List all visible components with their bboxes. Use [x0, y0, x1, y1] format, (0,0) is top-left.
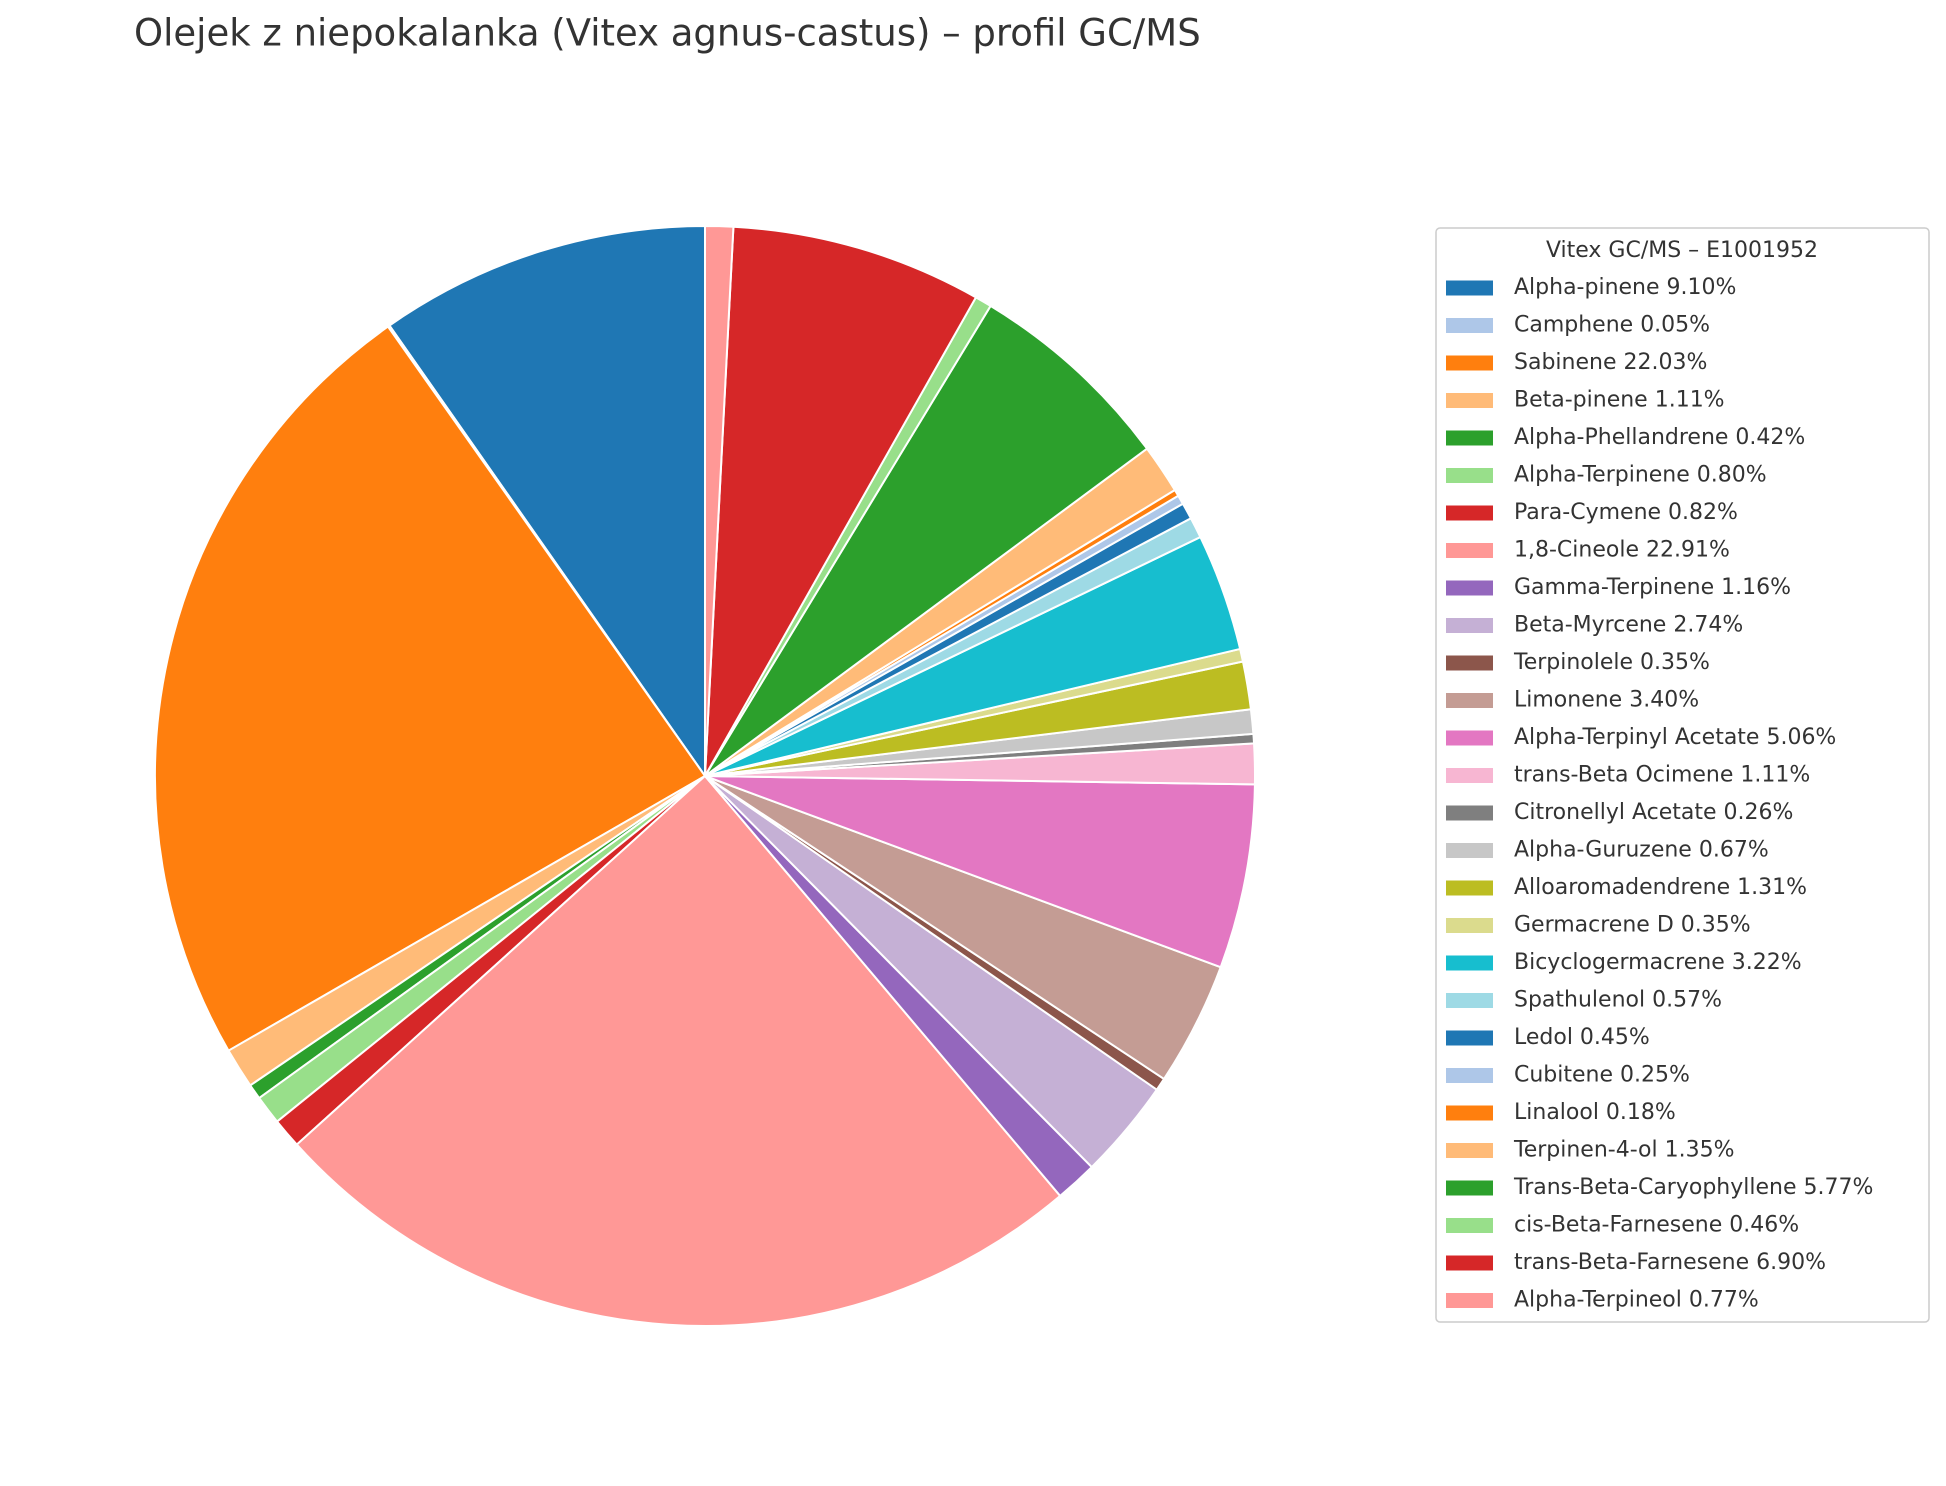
- legend-label: Alpha-Terpinyl Acetate 5.06%: [1514, 725, 1836, 750]
- legend-label: Alpha-pinene 9.10%: [1514, 275, 1736, 300]
- legend-swatch: [1446, 880, 1493, 896]
- legend-swatch: [1446, 1218, 1493, 1233]
- legend-label: trans-Beta Ocimene 1.11%: [1514, 763, 1810, 788]
- legend-swatch: [1446, 1180, 1493, 1196]
- legend-swatch: [1446, 393, 1493, 408]
- legend-label: Spathulenol 0.57%: [1514, 988, 1722, 1013]
- legend-swatch: [1446, 580, 1493, 596]
- legend-swatch: [1446, 468, 1493, 483]
- pie-slice: [388, 224, 706, 780]
- legend-label: 1,8-Cineole 22.91%: [1514, 538, 1730, 563]
- legend-label: Beta-Myrcene 2.74%: [1514, 613, 1743, 638]
- legend-swatch: [1446, 280, 1493, 296]
- legend-label: Alpha-Phellandrene 0.42%: [1514, 425, 1805, 450]
- legend-label: trans-Beta-Farnesene 6.90%: [1514, 1250, 1826, 1275]
- legend-swatch: [1446, 693, 1493, 708]
- legend-swatch: [1446, 543, 1493, 558]
- legend-label: Para-Cymene 0.82%: [1514, 500, 1738, 525]
- legend-label: cis-Beta-Farnesene 0.46%: [1514, 1213, 1799, 1238]
- pie-slice: [704, 224, 735, 777]
- legend-label: Ledol 0.45%: [1514, 1025, 1650, 1050]
- legend-swatch: [1446, 730, 1493, 746]
- legend-label: Linalool 0.18%: [1514, 1100, 1676, 1125]
- pie-slice: [704, 225, 978, 777]
- legend-label: Alloaromadendrene 1.31%: [1514, 875, 1807, 900]
- legend-label: Terpinolele 0.35%: [1513, 650, 1710, 675]
- legend-swatch: [1446, 1105, 1493, 1121]
- legend-label: Terpinen-4-ol 1.35%: [1513, 1138, 1735, 1163]
- legend-label: Camphene 0.05%: [1514, 313, 1710, 338]
- legend-swatch: [1446, 618, 1493, 633]
- legend-swatch: [1446, 955, 1493, 971]
- legend-swatch: [1446, 655, 1493, 671]
- legend-swatch: [1446, 318, 1493, 333]
- legend-swatch: [1446, 430, 1493, 446]
- legend-label: Alpha-Terpinene 0.80%: [1514, 463, 1767, 488]
- legend-box: [1435, 227, 1930, 1323]
- pie-slice: [154, 325, 707, 1053]
- legend-swatch: [1446, 918, 1493, 933]
- legend-swatch: [1446, 993, 1493, 1008]
- legend-label: Trans-Beta-Caryophyllene 5.77%: [1513, 1175, 1873, 1200]
- legend-swatch: [1446, 355, 1493, 371]
- legend-swatch: [1446, 768, 1493, 783]
- legend-swatch: [1446, 805, 1493, 821]
- legend-label: Alpha-Guruzene 0.67%: [1514, 838, 1769, 863]
- legend-swatch: [1446, 1143, 1493, 1158]
- legend-label: Limonene 3.40%: [1514, 688, 1699, 713]
- legend-label: Citronellyl Acetate 0.26%: [1514, 800, 1793, 825]
- legend-label: Beta-pinene 1.11%: [1514, 388, 1725, 413]
- legend-label: Gamma-Terpinene 1.16%: [1514, 575, 1791, 600]
- legend-label: Sabinene 22.03%: [1514, 350, 1707, 375]
- legend-label: Cubitene 0.25%: [1514, 1063, 1690, 1088]
- chart-title: Olejek z niepokalanka (Vitex agnus-castu…: [134, 12, 1201, 55]
- pie-slice: [704, 304, 1149, 777]
- legend-swatch: [1446, 1030, 1493, 1046]
- legend-label: Germacrene D 0.35%: [1514, 913, 1751, 938]
- pie-slice: [704, 775, 1256, 969]
- legend-swatch: [1446, 1255, 1493, 1271]
- pie-slice: [295, 774, 1062, 1328]
- legend-swatch: [1446, 1293, 1493, 1308]
- legend-title: Vitex GC/MS – E1001952: [1546, 238, 1818, 263]
- legend-swatch: [1446, 505, 1493, 521]
- legend-label: Alpha-Terpineol 0.77%: [1514, 1288, 1759, 1313]
- legend-swatch: [1446, 843, 1493, 858]
- legend-label: Bicyclogermacrene 3.22%: [1514, 950, 1802, 975]
- legend-swatch: [1446, 1068, 1493, 1083]
